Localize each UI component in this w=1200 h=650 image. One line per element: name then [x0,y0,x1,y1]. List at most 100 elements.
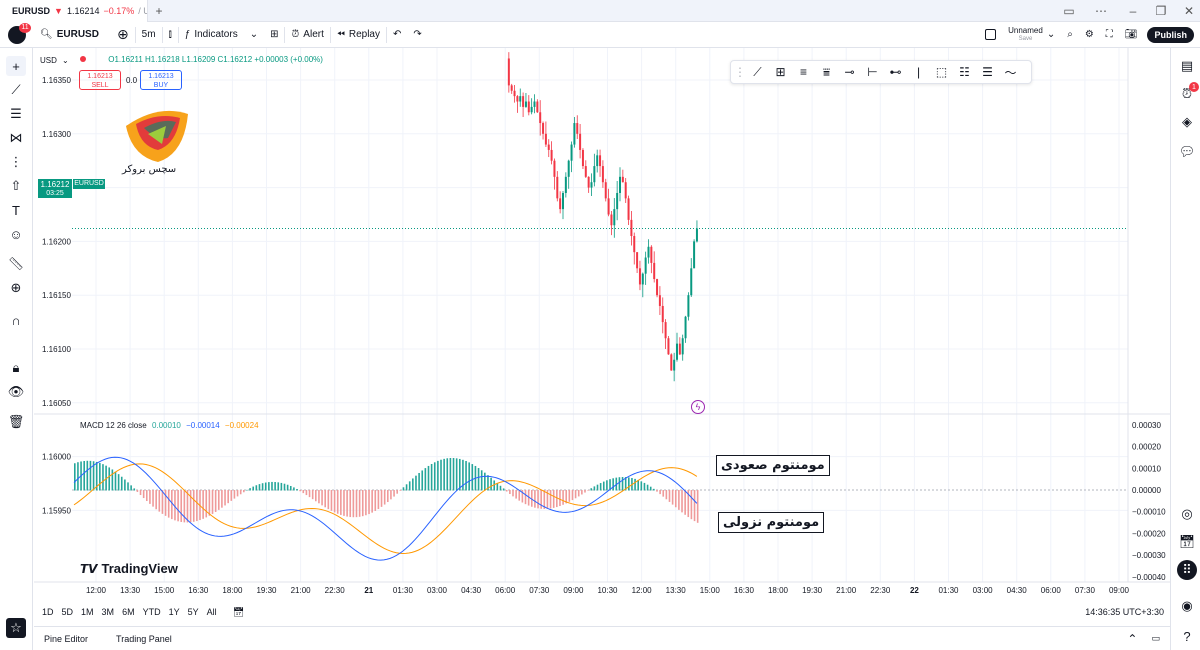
macd-histogram-bar [224,490,226,506]
shapes-icon[interactable]: ⇧ [10,178,22,193]
chat-icon[interactable]: 💬︎ [1178,144,1196,159]
macd-histogram-bar [640,481,643,491]
vline-tool-icon[interactable]: | [916,65,921,79]
interval-button[interactable]: 5m [141,29,156,40]
tab-trading-panel[interactable]: Trading Panel [116,633,172,644]
hline-tool-icon[interactable]: ⊸ [844,65,855,79]
macd-histogram-bar [83,460,85,491]
candle-body [524,101,527,107]
macd-histogram-bar [477,468,480,491]
layout-icon[interactable]: ▭ [1063,3,1075,18]
ray-tool-icon[interactable]: ⊷ [889,65,902,79]
tf-6m[interactable]: 6M [122,607,135,617]
time-tick-label: 15:00 [700,586,721,595]
symbol-search[interactable]: 🔍︎ EURUSD [34,22,105,48]
indicator-templates-icon[interactable]: ⌄ [249,29,259,40]
publish-button[interactable]: Publish [1147,26,1194,43]
grid-tool-icon[interactable]: ⊞ [775,65,786,79]
candle-body [553,160,556,177]
maximize-panel-icon[interactable]: ▭ [1151,633,1160,643]
date-range-icon[interactable]: 📅︎ [232,606,245,617]
apps-grid-icon[interactable]: ⠿ [1177,560,1197,580]
minimize-icon[interactable]: – [1129,3,1137,18]
parallel-tool-icon[interactable]: ☷ [959,65,970,79]
collapse-panel-icon[interactable]: ⌃ [1127,631,1138,646]
channel-tool-icon[interactable]: ≡ [799,65,807,79]
eye-icon[interactable]: 👁︎ [7,384,25,399]
zoom-in-icon[interactable]: ⊕ [10,280,22,295]
settings-icon[interactable]: ⚙︎ [1084,29,1094,40]
range-tool-icon[interactable]: ⊢ [867,65,878,79]
buy-button[interactable]: 1.16213 BUY [140,70,182,90]
compare-icon[interactable]: ⊕ [116,26,129,42]
fullscreen-icon[interactable]: ⛶ [1105,29,1113,40]
tf-3m[interactable]: 3M [101,607,115,617]
clock[interactable]: 14:36:35 UTC+3:30 [1085,607,1164,617]
tf-ytd[interactable]: YTD [142,607,161,617]
quick-search-icon[interactable]: ⌕ [1067,29,1073,40]
ruler-icon[interactable]: 📏︎ [7,256,25,271]
avatar[interactable]: 11 [8,22,31,44]
broadcast-icon[interactable]: ◉ [1181,598,1193,613]
watchlist-icon[interactable]: ▤ [1180,58,1194,73]
candle-body [513,90,516,97]
undo-icon[interactable]: ↶ [393,29,402,40]
maximize-icon[interactable]: ❐ [1155,3,1167,18]
text-icon[interactable]: T [12,202,20,218]
tf-all[interactable]: All [206,607,217,617]
rect-tool-icon[interactable]: ⬚ [935,65,948,79]
grid-layout-icon[interactable]: ⊞ [270,29,279,40]
indicators-button[interactable]: ƒ Indicators [179,22,244,48]
drag-handle-icon[interactable]: ⋮ [734,65,746,79]
camera-icon[interactable]: 📷︎ [1124,29,1138,40]
line-tool-icon[interactable]: ⟋ [753,64,762,79]
currency-dropdown-icon[interactable]: ⌄ [62,56,69,65]
tf-1m[interactable]: 1M [81,607,94,617]
time-tick-label: 16:30 [734,586,755,595]
candle-body [624,182,627,199]
tab-pine-editor[interactable]: Pine Editor [44,633,89,644]
replay-button[interactable]: ⏪︎ Replay [331,22,386,48]
tf-5d[interactable]: 5D [61,607,74,617]
tf-5y[interactable]: 5Y [187,607,199,617]
time-tick-label: 22:30 [870,586,891,595]
sell-button[interactable]: 1.16213 SELL [79,70,121,90]
close-icon[interactable]: ✕ [1183,3,1195,18]
favorites-star-icon[interactable]: ☆ [6,618,26,638]
lock-icon[interactable]: 🔒︎ [12,360,20,375]
alert-button[interactable]: ⏰︎ Alert [285,22,329,48]
layout-save-button[interactable]: Unnamed Save ⌄ [979,22,1061,48]
lightning-icon[interactable]: ϟ [691,400,705,414]
macd-histogram-bar [424,468,427,491]
tf-1y[interactable]: 1Y [168,607,180,617]
emoji-icon[interactable]: ☺ [9,226,23,242]
tf-1d[interactable]: 1D [42,607,54,617]
macd-histogram-bar [518,490,521,501]
redo-icon[interactable]: ↷ [413,29,422,40]
pattern-icon[interactable]: ⋈ [9,130,23,145]
symbol-name: EURUSD [56,29,99,40]
chart-type-icon[interactable]: ⫾ [168,29,172,40]
more-icon[interactable]: ⋯ [1095,3,1107,18]
new-tab-icon[interactable]: + [155,3,163,18]
alerts-clock-icon[interactable]: ⏰︎ 1 [1177,82,1199,104]
help-icon[interactable]: ? [1183,628,1191,644]
path-tool-icon[interactable]: 〜 [1004,65,1017,80]
macd-histogram-bar [674,490,677,508]
magnet-icon[interactable]: ∩ [11,312,21,328]
calendar-icon[interactable]: 📅︎ [1178,534,1196,549]
macd-histogram-bar [562,490,564,505]
target-icon[interactable]: ◎ [1181,506,1193,521]
fan-tool-icon[interactable]: ⩸ [822,64,831,79]
position-tool-icon[interactable]: ☰ [982,65,993,79]
fib-icon[interactable]: ☰ [10,106,22,121]
forecast-icon[interactable]: ⋮ [9,154,23,169]
macd-histogram-bar [396,490,398,494]
layers-icon[interactable]: ◈ [1182,114,1192,129]
macd-histogram-bar [581,490,583,495]
crosshair-icon[interactable]: + [6,56,26,76]
chart-tab[interactable]: EURUSD ▼ 1.16214 −0.17% / Un [0,0,148,22]
trash-icon[interactable]: 🗑︎ [7,414,25,429]
trend-line-icon[interactable]: ⟋ [11,82,21,97]
